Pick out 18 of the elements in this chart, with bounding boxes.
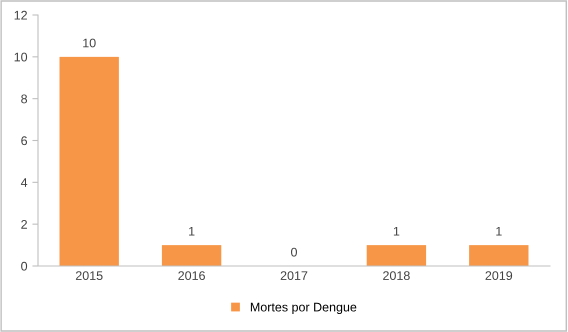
data-label: 1 xyxy=(394,226,400,236)
y-tick-label: 4 xyxy=(20,178,28,187)
legend-label: Mortes por Dengue xyxy=(250,302,356,314)
data-label: 0 xyxy=(291,248,297,257)
x-tick-label: 2018 xyxy=(383,271,410,280)
data-label: 10 xyxy=(83,38,96,48)
x-tick-label: 2015 xyxy=(76,271,103,280)
y-tick-label: 2 xyxy=(21,220,27,229)
y-tick-label: 0 xyxy=(21,262,28,271)
y-tick-label: 10 xyxy=(14,52,28,62)
data-label: 1 xyxy=(189,226,194,236)
x-tick-label: 2017 xyxy=(280,271,308,280)
data-label: 1 xyxy=(496,226,502,236)
y-tick-label: 6 xyxy=(21,136,28,146)
y-tick-label: 8 xyxy=(21,94,28,104)
x-tick-label: 2016 xyxy=(178,271,205,280)
y-tick-label: 12 xyxy=(14,10,27,20)
x-tick-label: 2019 xyxy=(486,271,512,280)
